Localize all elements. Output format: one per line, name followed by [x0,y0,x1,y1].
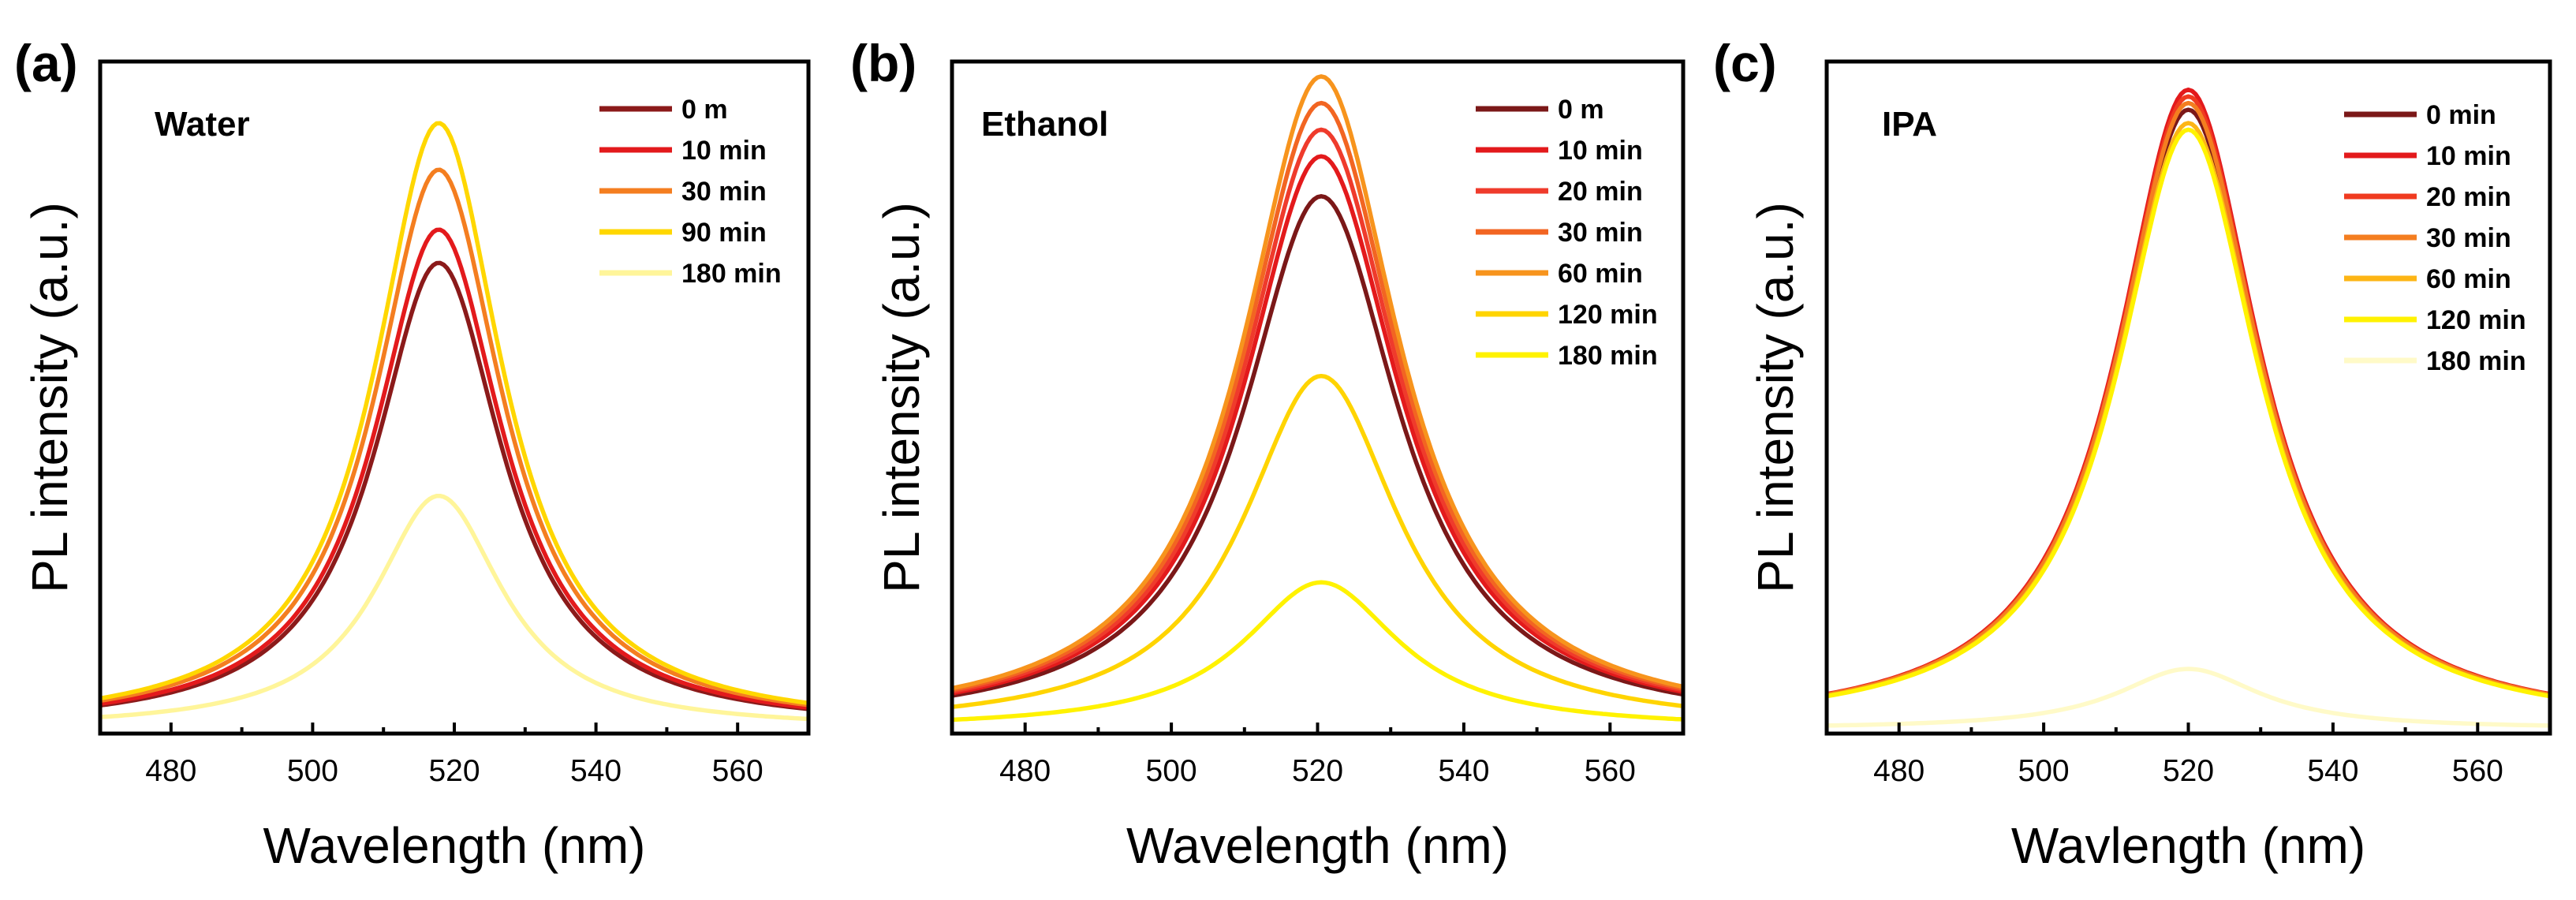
series-line-4 [951,100,1684,693]
panel-title: Water [155,105,250,144]
legend-item: 0 min [2344,100,2496,130]
legend-label: 180 min [2426,346,2526,376]
series-line-5 [951,74,1684,691]
legend-item: 30 min [599,177,767,207]
legend-item: 10 min [599,136,767,166]
chart-panel-3: 480 500 520 540 560 Wavlength (nm) PL intensit… [1713,34,2552,874]
x-tick-label: 520 [1292,754,1343,788]
x-tick-label: 480 [999,754,1051,788]
series-line-7 [951,580,1684,723]
x-ticks: 480 500 520 540 560 [145,723,763,788]
x-tick-label: 560 [1585,754,1636,788]
legend-item: 30 min [1476,218,1643,248]
series-group [1826,88,2551,728]
chart-panel-2: 480 500 520 540 560 Wavelength (nm) PL intensi… [850,34,1686,874]
series-line-2 [1826,88,2551,696]
x-tick-label: 540 [1438,754,1489,788]
legend-label: 60 min [1558,259,1643,289]
series-line-2 [951,154,1684,696]
legend-label: 120 min [1558,300,1658,330]
series-line-1 [99,260,809,711]
series-line-2 [99,227,809,710]
x-tick-label: 480 [145,754,196,788]
legend-label: 10 min [681,136,767,166]
x-axis-title: Wavlength (nm) [2011,817,2365,874]
legend-label: 20 min [2426,182,2511,212]
panel-title: Ethanol [981,105,1108,144]
panels: 480 500 520 540 560 Wavelength (nm) PL intensi… [14,34,2552,874]
series-line-1 [951,194,1684,698]
series-line-3 [99,167,809,708]
series-line-7 [1826,667,2551,728]
legend-label: 30 min [1558,218,1643,248]
legend-label: 10 min [2426,141,2511,171]
legend-item: 0 m [1476,95,1604,125]
series-line-6 [951,373,1684,709]
y-axis-title: PL intensity (a.u.) [873,202,930,593]
legend-item: 120 min [1476,300,1658,330]
y-axis-title: PL intensity (a.u.) [1747,202,1804,593]
series-line-6 [1826,127,2551,699]
legend-item: 20 min [2344,182,2511,212]
x-ticks: 480 500 520 540 560 [999,723,1636,788]
legend-item: 180 min [599,259,782,289]
x-tick-label: 480 [1873,754,1925,788]
x-tick-label: 500 [1146,754,1197,788]
x-tick-label: 540 [570,754,622,788]
legend: 0 m 10 min 20 min 30 min 60 min 120 min 180 mi… [1476,95,1658,371]
series-line-3 [951,127,1684,694]
legend-item: 20 min [1476,177,1643,207]
legend: 0 min 10 min 20 min 30 min 60 min 120 min 180 … [2344,100,2526,376]
legend-label: 90 min [681,218,767,248]
legend-label: 120 min [2426,305,2526,335]
legend: 0 m 10 min 30 min 90 min 180 min [599,95,782,289]
series-line-4 [99,121,809,706]
legend-item: 60 min [1476,259,1643,289]
series-group [99,121,809,722]
x-tick-label: 520 [428,754,480,788]
x-axis-title: Wavelength (nm) [1126,817,1509,874]
x-ticks: 480 500 520 540 560 [1873,723,2503,788]
panel-label: (a) [14,34,78,92]
legend-label: 10 min [1558,136,1643,166]
panel-label: (b) [850,34,917,92]
legend-item: 120 min [2344,305,2526,335]
chart-panel-1: 480 500 520 540 560 Wavelength (nm) PL intensi… [14,34,811,874]
legend-label: 0 m [681,95,728,125]
legend-item: 180 min [1476,341,1658,371]
x-axis-title: Wavelength (nm) [263,817,646,874]
legend-item: 10 min [2344,141,2511,171]
panel-title: IPA [1882,105,1937,144]
legend-label: 20 min [1558,177,1643,207]
legend-item: 10 min [1476,136,1643,166]
x-tick-label: 560 [712,754,763,788]
series-group [951,74,1684,723]
legend-label: 30 min [2426,223,2511,253]
legend-item: 180 min [2344,346,2526,376]
legend-item: 30 min [2344,223,2511,253]
x-tick-label: 500 [287,754,338,788]
legend-item: 60 min [2344,264,2511,294]
legend-label: 60 min [2426,264,2511,294]
panel-label: (c) [1713,34,1777,92]
x-tick-label: 540 [2307,754,2358,788]
legend-label: 30 min [681,177,767,207]
x-tick-label: 520 [2163,754,2214,788]
x-tick-label: 500 [2018,754,2070,788]
legend-label: 0 min [2426,100,2496,130]
y-axis-title: PL intensity (a.u.) [21,202,78,593]
legend-label: 180 min [681,259,782,289]
legend-item: 90 min [599,218,767,248]
legend-label: 0 m [1558,95,1604,125]
series-line-5 [99,493,809,722]
legend-item: 0 m [599,95,728,125]
x-tick-label: 560 [2452,754,2503,788]
legend-label: 180 min [1558,341,1658,371]
